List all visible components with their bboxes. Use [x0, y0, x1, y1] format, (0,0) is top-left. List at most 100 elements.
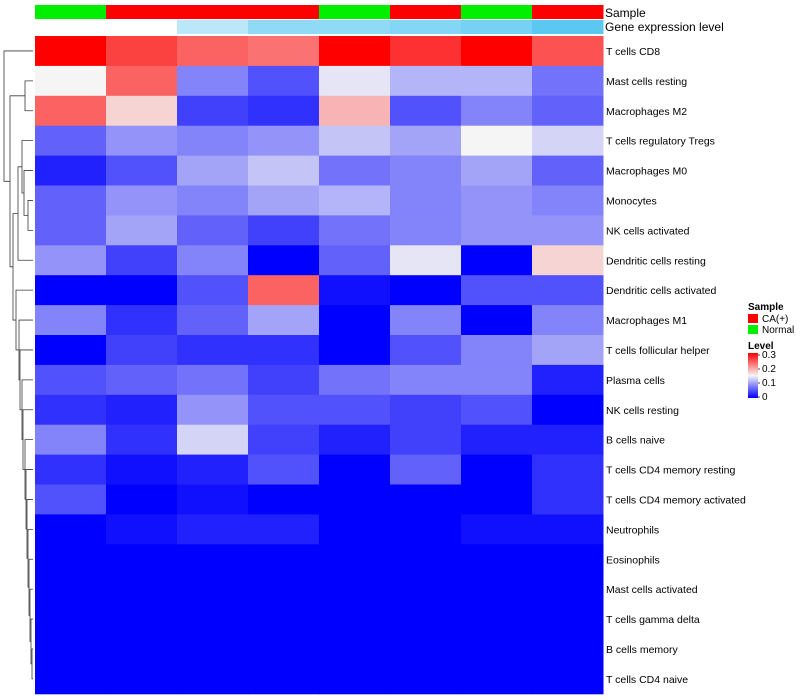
legend-entry-normal: Normal: [762, 325, 794, 336]
heatmap-cell: [390, 574, 462, 605]
heatmap-cell: [461, 185, 533, 216]
legend-entry-ca: CA(+): [762, 314, 788, 325]
heatmap-cell: [319, 364, 391, 396]
heatmap-cell: [177, 65, 249, 97]
heatmap-cell: [35, 364, 107, 396]
dendrogram-link: [9, 95, 25, 268]
heatmap-cell: [319, 604, 391, 635]
heatmap-cell: [532, 275, 604, 306]
heatmap-cell: [532, 335, 604, 366]
heatmap-cell: [390, 634, 462, 665]
heatmap-cell: [177, 574, 249, 605]
heatmap-cell: [461, 364, 533, 396]
heatmap-cell: [248, 634, 320, 665]
row-label: B cells memory: [606, 644, 679, 656]
heatmap-cell: [35, 36, 107, 67]
heatmap-cell: [248, 245, 320, 276]
heatmap-cell: [106, 36, 178, 67]
row-label: T cells CD4 memory resting: [606, 465, 735, 477]
heatmap-cell: [35, 663, 107, 695]
heatmap-cell: [177, 275, 249, 306]
heatmap-cell: [532, 364, 604, 396]
heatmap-cell: [532, 484, 604, 515]
heatmap-cell: [319, 185, 391, 216]
legend-swatch-ca: [748, 314, 758, 323]
heatmap-cell: [319, 275, 391, 306]
legend-tick-0.2: 0.2: [762, 364, 776, 375]
heatmap-cell: [106, 185, 178, 216]
heatmap-cell: [319, 95, 391, 127]
heatmap-cell: [532, 65, 604, 97]
heatmap-cell: [35, 634, 107, 665]
heatmap-cell: [177, 424, 249, 456]
heatmap-cell: [248, 364, 320, 396]
heatmap-cell: [106, 634, 178, 665]
heatmap-cell: [35, 454, 107, 485]
heatmap-cell: [177, 335, 249, 366]
heatmap-cell: [248, 454, 320, 485]
heatmap-cell: [390, 544, 462, 575]
heatmap-cell: [177, 125, 249, 157]
heatmap-cell: [35, 155, 107, 186]
heatmap-cell: [35, 604, 107, 635]
heatmap-cell: [248, 604, 320, 635]
dendrogram-link: [12, 213, 18, 321]
heatmap-cell: [532, 663, 604, 695]
legend-swatch-normal: [748, 325, 758, 334]
heatmap-cell: [177, 364, 249, 396]
heatmap-cell: [532, 125, 604, 157]
sample-annotation-cell: [461, 5, 533, 19]
annotation-label-expression: Gene expression level: [605, 20, 724, 34]
heatmap-cell: [248, 574, 320, 605]
legend-level-title: Level: [748, 341, 774, 352]
heatmap-cell: [177, 305, 249, 336]
heatmap-cell: [390, 424, 462, 456]
heatmap-cell: [319, 215, 391, 246]
row-label: T cells CD4 memory activated: [606, 494, 746, 506]
heatmap-cell: [248, 155, 320, 186]
heatmap-cell: [390, 663, 462, 695]
heatmap-cell: [532, 394, 604, 426]
heatmap-cell: [248, 185, 320, 216]
heatmap-cell: [177, 95, 249, 127]
heatmap-cell: [532, 574, 604, 605]
legend: Sample CA(+) Normal Level 0.3 0.2 0.1 0: [748, 302, 794, 403]
heatmap-cell: [461, 305, 533, 336]
row-label: T cells CD4 naive: [606, 674, 688, 686]
heatmap-cell: [461, 275, 533, 306]
heatmap-cell: [106, 364, 178, 396]
heatmap-cell: [390, 394, 462, 426]
heatmap-cell: [319, 305, 391, 336]
row-label: Plasma cells: [606, 375, 665, 387]
heatmap-cell: [390, 65, 462, 97]
expression-annotation-cell: [532, 20, 604, 34]
heatmap-cell: [177, 215, 249, 246]
heatmap-cell: [461, 335, 533, 366]
heatmap-cell: [461, 484, 533, 515]
heatmap-cell: [106, 484, 178, 515]
heatmap-cell: [461, 36, 533, 67]
heatmap-cell: [106, 95, 178, 127]
heatmap-cell: [106, 514, 178, 545]
heatmap-cell: [390, 514, 462, 545]
heatmap-cell: [106, 65, 178, 97]
sample-annotation-cell: [106, 5, 178, 19]
heatmap-cell: [177, 245, 249, 276]
row-label: T cells follicular helper: [606, 345, 710, 357]
heatmap-cell: [106, 454, 178, 485]
heatmap-cell: [177, 634, 249, 665]
heatmap-cell: [319, 424, 391, 456]
row-label: Mast cells resting: [606, 76, 687, 88]
heatmap-cell: [319, 125, 391, 157]
legend-color-bar: [748, 353, 758, 398]
heatmap-cell: [319, 245, 391, 276]
heatmap-cell: [461, 125, 533, 157]
heatmap-cell: [461, 604, 533, 635]
row-label: B cells naive: [606, 435, 665, 447]
heatmap-cell: [248, 424, 320, 456]
heatmap-cell: [35, 275, 107, 306]
heatmap-cell: [461, 663, 533, 695]
heatmap-cell: [177, 484, 249, 515]
heatmap-cell: [390, 245, 462, 276]
legend-tick-0.3: 0.3: [762, 350, 776, 361]
